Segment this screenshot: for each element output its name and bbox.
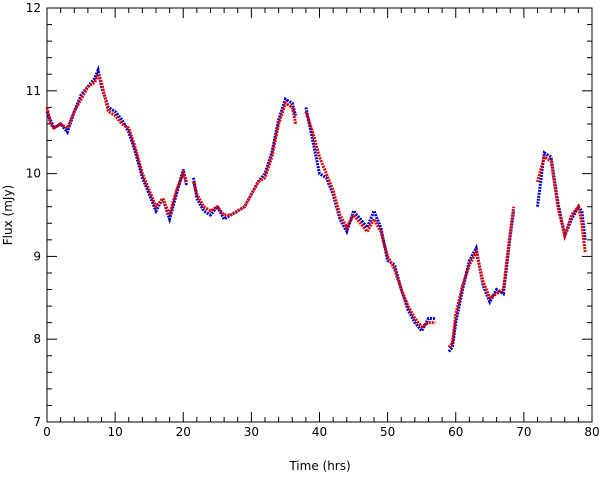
x-tick-label: 50 xyxy=(380,425,395,439)
x-axis-label: Time (hrs) xyxy=(288,459,350,473)
y-tick-label: 8 xyxy=(33,332,41,346)
x-tick-label: 70 xyxy=(516,425,531,439)
y-tick-label: 10 xyxy=(26,167,41,181)
x-tick-label: 30 xyxy=(244,425,259,439)
x-tick-label: 60 xyxy=(448,425,463,439)
series-trace xyxy=(45,70,587,349)
x-tick-label: 10 xyxy=(107,425,122,439)
x-tick-label: 20 xyxy=(176,425,191,439)
y-tick-label: 11 xyxy=(26,84,41,98)
x-tick-label: 80 xyxy=(584,425,599,439)
y-tick-label: 9 xyxy=(33,249,41,263)
x-tick-label: 40 xyxy=(312,425,327,439)
y-tick-label: 7 xyxy=(33,415,41,429)
y-tick-label: 12 xyxy=(26,1,41,15)
series-trace xyxy=(45,64,587,353)
y-axis-label: Flux (mJy) xyxy=(1,185,15,245)
x-tick-label: 0 xyxy=(43,425,51,439)
plot-frame xyxy=(46,7,593,423)
